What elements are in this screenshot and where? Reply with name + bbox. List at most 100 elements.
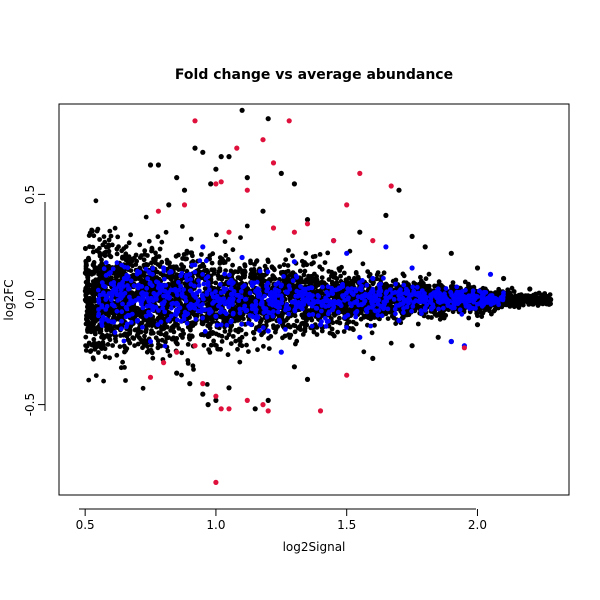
scatter-point [334,293,340,299]
scatter-point-blue [262,293,267,299]
scatter-point-series-2 [147,374,154,380]
scatter-point [109,242,115,248]
scatter-point [311,260,316,266]
scatter-point [205,334,211,340]
scatter-point [302,268,308,274]
scatter-point [91,337,97,342]
scatter-point [225,352,231,358]
scatter-point [478,310,484,315]
scatter-point [219,333,225,339]
scatter-point [128,268,134,273]
scatter-point [525,295,531,301]
scatter-point [204,318,210,324]
scatter-point [266,346,272,351]
scatter-point-blue [377,285,383,291]
scatter-point-blue [368,323,374,329]
scatter-point-blue [383,295,389,300]
scatter-point-blue [398,287,403,292]
scatter-point [329,279,335,285]
scatter-point [233,327,239,333]
scatter-point-series-2 [461,345,467,351]
scatter-point [84,343,90,349]
scatter-point [543,296,549,302]
scatter-point-series-0 [357,229,363,235]
scatter-point-blue [162,276,167,282]
scatter-point-blue [310,293,315,298]
scatter-point [346,275,352,281]
scatter-point [280,335,285,341]
scatter-point [266,335,271,341]
scatter-point-blue [121,338,127,344]
scatter-point [294,318,300,324]
scatter-point-series-0 [304,217,311,223]
scatter-point-blue [109,302,115,307]
scatter-point-blue [335,309,341,315]
scatter-point-series-0 [260,208,266,214]
scatter-point [145,253,150,258]
scatter-point [238,327,244,333]
scatter-point [327,330,333,336]
scatter-point-blue [104,317,109,322]
scatter-point-blue [385,306,391,312]
plot-frame [58,103,570,496]
scatter-point-blue [278,293,284,299]
scatter-point-series-1 [291,259,297,265]
scatter-point-series-1 [239,254,245,261]
scatter-point-blue [470,288,476,294]
scatter-point [134,258,140,264]
scatter-point [237,359,243,365]
scatter-point [107,337,113,343]
scatter-point [479,314,485,319]
scatter-point-series-2 [260,137,266,143]
scatter-point-blue [186,303,192,309]
scatter-point-blue [174,301,180,307]
scatter-point [132,343,138,348]
scatter-point [171,329,177,335]
scatter-point-blue [214,322,220,328]
scatter-point-blue [386,295,392,300]
scatter-point-blue [391,297,397,302]
scatter-point-blue [454,284,460,290]
scatter-point [158,312,164,317]
scatter-point [518,292,524,298]
scatter-point-series-0 [174,370,180,376]
scatter-point-blue [103,297,109,302]
scatter-point [237,342,243,348]
scatter-point-blue [397,296,402,302]
scatter-point-blue [236,298,242,304]
scatter-point [300,320,306,326]
scatter-point [536,290,542,296]
scatter-point [367,314,373,320]
scatter-point [217,259,223,265]
scatter-point-blue [135,268,140,274]
scatter-point-series-0 [409,343,415,349]
scatter-point [87,269,93,275]
scatter-point [493,290,499,295]
scatter-point [265,257,271,263]
scatter-point [106,237,112,243]
scatter-point-blue [176,287,182,293]
scatter-point [126,240,132,246]
scatter-point-blue [335,286,341,292]
scatter-point [112,225,118,231]
scatter-point [315,280,321,285]
scatter-point-blue [181,316,187,322]
scatter-point [209,267,215,273]
scatter-point [441,315,447,321]
scatter-point [129,290,135,295]
scatter-point-blue [96,307,101,312]
scatter-point-blue [399,291,405,297]
scatter-point [87,244,92,250]
scatter-point [123,378,128,383]
scatter-point-series-0 [200,149,206,155]
scatter-point [128,232,134,238]
scatter-point [283,257,289,262]
scatter-point [337,320,343,326]
scatter-point-series-1 [357,334,363,340]
scatter-point [102,354,108,360]
scatter-point-blue [270,313,276,319]
scatter-point-blue [200,315,206,321]
scatter-point [163,339,168,345]
scatter-point-series-2 [234,145,240,151]
scatter-point-blue [264,314,270,320]
